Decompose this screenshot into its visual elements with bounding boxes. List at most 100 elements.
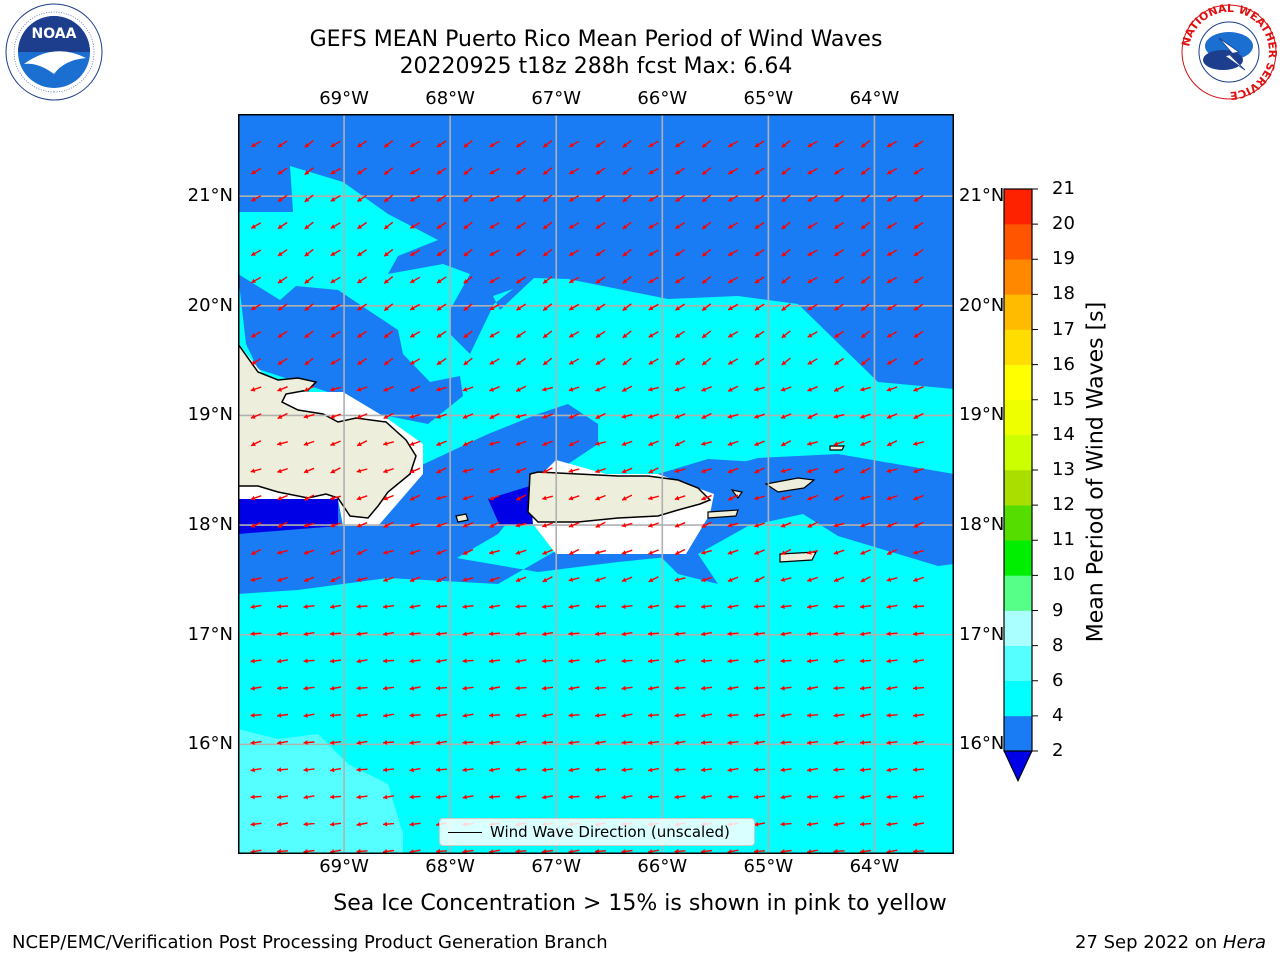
wave-period-2-4-band <box>238 274 463 424</box>
wind-wave-arrowhead <box>384 360 389 365</box>
wind-wave-arrowhead <box>436 740 441 745</box>
wind-wave-arrowhead <box>648 767 653 773</box>
wind-wave-arrowhead <box>648 386 653 392</box>
longitude-label-bottom: 69°W <box>319 856 369 877</box>
wind-wave-arrowhead <box>383 441 388 446</box>
wind-wave-arrowhead <box>701 713 706 718</box>
wind-wave-arrowhead <box>383 496 389 501</box>
wind-wave-arrowhead <box>462 387 468 392</box>
wind-wave-arrowhead <box>436 658 441 664</box>
wind-wave-arrowhead <box>384 279 389 284</box>
wind-wave-arrowhead <box>303 577 309 582</box>
colorbar-segment <box>1004 470 1032 506</box>
wind-wave-arrowhead <box>674 767 679 773</box>
wind-wave-arrowhead <box>436 767 441 773</box>
footer-date-text: 27 Sep 2022 on <box>1075 932 1223 953</box>
wind-wave-arrowhead <box>807 197 813 202</box>
wind-wave-arrowhead <box>727 441 733 446</box>
wind-wave-arrowhead <box>781 306 787 311</box>
wind-wave-arrowhead <box>436 631 441 637</box>
wind-wave-arrowhead <box>807 712 812 718</box>
wind-wave-arrowhead <box>834 333 840 338</box>
wind-wave-arrowhead <box>357 278 363 284</box>
wind-wave-arrowhead <box>702 306 707 311</box>
wind-wave-arrowhead <box>489 550 494 555</box>
wind-wave-arrowhead <box>701 468 706 474</box>
wind-wave-arrowhead <box>648 142 654 147</box>
latitude-label-right: 20°N <box>959 294 1005 316</box>
wind-wave-arrowhead <box>330 197 336 202</box>
wind-wave-arrowhead <box>356 821 361 827</box>
wind-wave-arrowhead <box>383 740 388 745</box>
longitude-label-bottom: 68°W <box>425 856 475 877</box>
wind-wave-arrowhead <box>542 523 547 528</box>
wind-wave-arrowhead <box>860 658 865 664</box>
wind-wave-arrowhead <box>834 278 840 284</box>
wind-wave-arrowhead <box>436 306 442 311</box>
wind-wave-arrowhead <box>780 658 785 664</box>
wind-wave-arrowhead <box>807 360 813 365</box>
wind-wave-arrowhead <box>701 631 706 637</box>
legend-label: Wind Wave Direction (unscaled) <box>490 823 730 841</box>
wind-wave-arrowhead <box>648 278 654 283</box>
wind-wave-arrowhead <box>701 767 706 773</box>
wind-wave-arrowhead <box>436 142 442 148</box>
wind-wave-arrowhead <box>727 414 733 419</box>
wind-wave-arrowhead <box>489 712 494 718</box>
wind-wave-arrowhead <box>568 740 573 745</box>
wind-wave-arrowhead <box>489 794 494 800</box>
wind-wave-arrowhead <box>754 170 760 175</box>
wind-wave-arrowhead <box>913 333 919 338</box>
wind-wave-arrowhead <box>277 468 282 474</box>
wind-wave-arrowhead <box>463 279 469 284</box>
wind-wave-arrowhead <box>674 631 679 637</box>
wind-wave-arrowhead <box>834 360 840 365</box>
wind-wave-arrowhead <box>781 333 787 338</box>
wind-wave-arrowhead <box>913 278 919 284</box>
wind-wave-arrowhead <box>515 740 520 745</box>
wind-wave-arrowhead <box>675 278 681 284</box>
wind-wave-arrowhead <box>568 794 573 800</box>
wind-wave-arrowhead <box>251 142 256 147</box>
colorbar-under-triangle <box>1003 750 1033 783</box>
wind-wave-arrowhead <box>621 658 626 664</box>
wind-wave-arrowhead <box>516 360 522 365</box>
wind-wave-arrowhead <box>543 143 548 148</box>
wind-wave-arrowhead <box>250 794 255 800</box>
wind-wave-arrowhead <box>410 333 415 338</box>
colorbar-segment <box>1004 364 1032 401</box>
wind-wave-arrowhead <box>913 441 918 446</box>
wind-wave-arrowhead <box>860 821 865 827</box>
longitude-label-bottom: 64°W <box>849 856 900 877</box>
wind-wave-arrowhead <box>436 577 442 582</box>
wind-wave-arrowhead <box>304 360 310 365</box>
wind-wave-arrowhead <box>861 306 866 311</box>
wind-wave-arrowhead <box>542 468 548 474</box>
wind-wave-arrowhead <box>780 495 786 501</box>
wind-wave-arrowhead <box>277 414 283 419</box>
wind-wave-arrowhead <box>595 604 600 609</box>
wind-wave-arrowhead <box>542 631 547 637</box>
wind-wave-arrowhead <box>701 523 707 528</box>
wind-wave-arrowhead <box>515 441 521 446</box>
wind-wave-arrowhead <box>543 170 548 175</box>
wind-wave-arrowhead <box>357 224 363 229</box>
wind-wave-arrowhead <box>913 414 919 419</box>
sea-ice-note: Sea Ice Concentration > 15% is shown in … <box>333 891 947 916</box>
wind-wave-arrowhead <box>436 523 441 528</box>
wind-wave-arrowhead <box>277 767 282 773</box>
wind-wave-arrowhead <box>251 224 256 229</box>
longitude-label-top: 64°W <box>849 88 900 109</box>
wind-wave-arrowhead <box>595 550 600 555</box>
wind-wave-arrowhead <box>436 224 442 229</box>
wind-wave-arrowhead <box>436 794 441 800</box>
wind-wave-arrowhead <box>516 278 522 284</box>
wind-wave-arrowhead <box>780 523 786 528</box>
wind-wave-arrowhead <box>675 441 680 446</box>
wind-wave-arrowhead <box>834 387 839 392</box>
wind-wave-arrowhead <box>754 767 759 773</box>
wind-wave-arrowhead <box>489 468 494 474</box>
wind-wave-arrowhead <box>303 767 308 773</box>
latitude-label-right: 18°N <box>959 514 1005 536</box>
wind-wave-arrowhead <box>542 685 547 691</box>
